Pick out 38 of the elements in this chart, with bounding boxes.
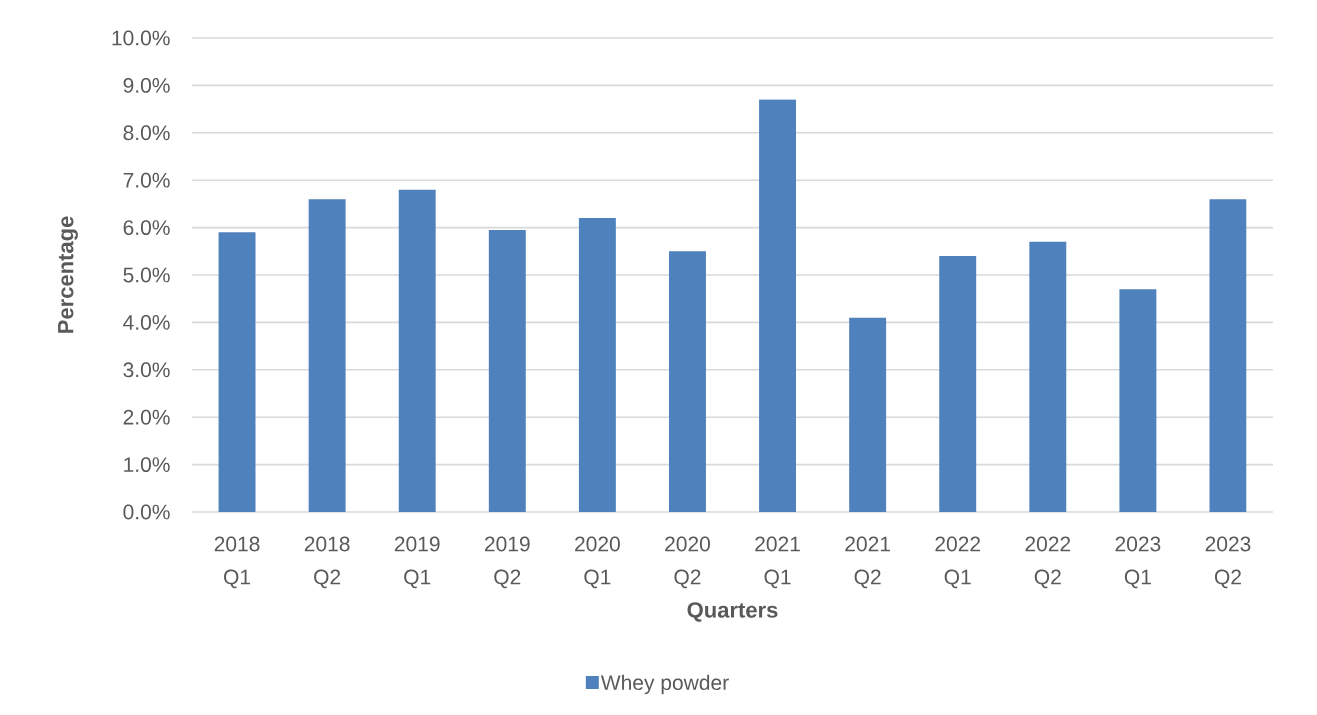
x-tick-label: 2020 Q2 bbox=[665, 536, 710, 589]
x-tick-label: 2021 Q2 bbox=[845, 536, 890, 589]
bar bbox=[398, 189, 436, 512]
y-tick-label: 0.0% bbox=[123, 504, 170, 520]
x-tick-label: 2023 Q2 bbox=[1205, 536, 1251, 589]
x-tick-label: 2022 Q2 bbox=[1025, 536, 1071, 589]
y-axis-title: Percentage bbox=[58, 216, 78, 333]
bar bbox=[308, 199, 346, 512]
x-tick-label: 2018 Q1 bbox=[214, 536, 260, 589]
x-tick-label: 2019 Q1 bbox=[394, 536, 440, 589]
bar bbox=[1029, 241, 1067, 512]
x-axis-title: Quarters bbox=[687, 602, 778, 622]
x-tick-label: 2018 Q2 bbox=[304, 536, 350, 589]
bar bbox=[488, 229, 526, 512]
x-tick-label: 2019 Q2 bbox=[484, 536, 530, 589]
y-tick-label: 3.0% bbox=[123, 362, 170, 378]
y-tick-label: 10.0% bbox=[112, 30, 170, 46]
bar bbox=[578, 218, 616, 512]
y-tick-label: 1.0% bbox=[124, 457, 170, 473]
bar bbox=[849, 317, 887, 512]
bar bbox=[939, 256, 977, 512]
y-tick-label: 2.0% bbox=[123, 409, 170, 425]
bar bbox=[1119, 289, 1157, 512]
bar bbox=[759, 99, 797, 512]
y-tick-label: 5.0% bbox=[123, 267, 170, 283]
bar bbox=[218, 232, 256, 512]
x-tick-label: 2022 Q1 bbox=[935, 536, 981, 589]
y-tick-label: 6.0% bbox=[123, 220, 170, 236]
bar bbox=[1209, 199, 1247, 512]
x-tick-label: 2021 Q1 bbox=[755, 536, 800, 589]
legend-label: Whey powder bbox=[600, 674, 729, 695]
y-tick-label: 8.0% bbox=[123, 125, 170, 141]
x-tick-label: 2020 Q1 bbox=[575, 536, 620, 589]
x-tick-label: 2023 Q1 bbox=[1115, 536, 1161, 589]
y-tick-label: 7.0% bbox=[123, 172, 170, 188]
bar bbox=[669, 251, 706, 512]
y-tick-label: 4.0% bbox=[123, 314, 170, 330]
y-tick-label: 9.0% bbox=[123, 77, 170, 93]
